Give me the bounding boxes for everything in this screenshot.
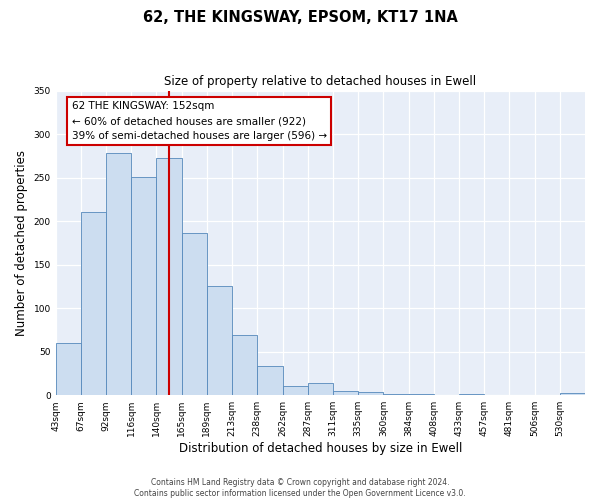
Bar xyxy=(81,212,106,395)
Bar xyxy=(333,391,358,395)
Text: Contains HM Land Registry data © Crown copyright and database right 2024.
Contai: Contains HM Land Registry data © Crown c… xyxy=(134,478,466,498)
X-axis label: Distribution of detached houses by size in Ewell: Distribution of detached houses by size … xyxy=(179,442,462,455)
Bar xyxy=(232,335,257,395)
Bar xyxy=(308,383,333,395)
Bar xyxy=(182,234,207,395)
Bar xyxy=(560,394,585,395)
Bar xyxy=(157,158,182,395)
Text: 62, THE KINGSWAY, EPSOM, KT17 1NA: 62, THE KINGSWAY, EPSOM, KT17 1NA xyxy=(143,10,457,25)
Title: Size of property relative to detached houses in Ewell: Size of property relative to detached ho… xyxy=(164,75,476,88)
Bar xyxy=(56,343,81,395)
Bar xyxy=(257,366,283,395)
Bar xyxy=(459,394,484,395)
Text: 62 THE KINGSWAY: 152sqm
← 60% of detached houses are smaller (922)
39% of semi-d: 62 THE KINGSWAY: 152sqm ← 60% of detache… xyxy=(71,101,326,141)
Bar xyxy=(358,392,383,395)
Bar xyxy=(409,394,434,395)
Bar xyxy=(131,176,157,395)
Bar xyxy=(106,153,131,395)
Y-axis label: Number of detached properties: Number of detached properties xyxy=(15,150,28,336)
Bar xyxy=(283,386,308,395)
Bar xyxy=(207,286,232,395)
Bar xyxy=(383,394,409,395)
